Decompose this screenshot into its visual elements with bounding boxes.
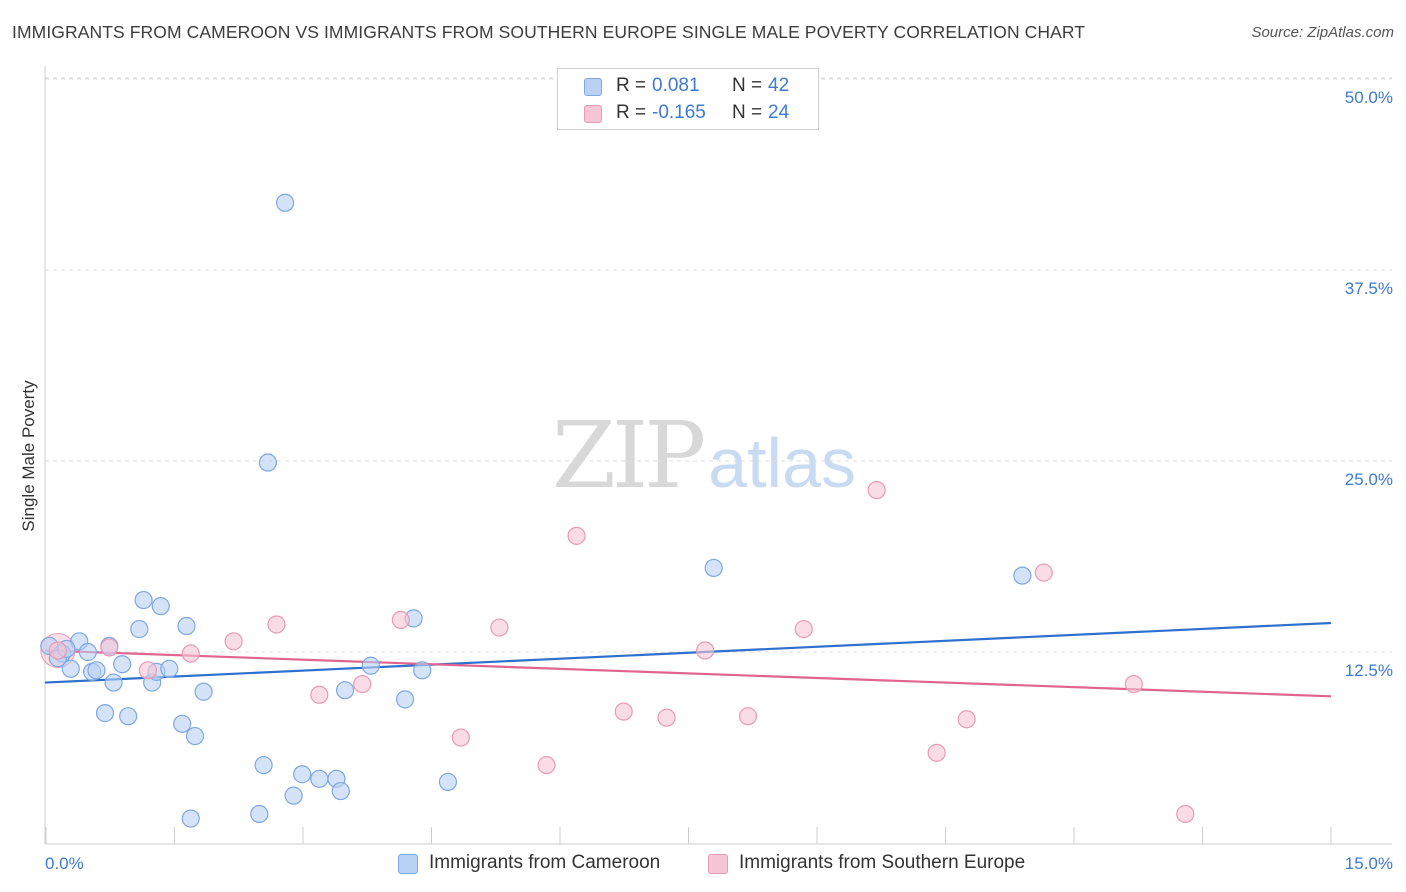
point-cameroon [194, 682, 213, 701]
point-cameroon [250, 804, 269, 824]
point-southern-europe [657, 708, 676, 727]
point-southern-europe [451, 728, 470, 747]
legend-swatch-blue [584, 78, 602, 96]
point-cameroon [254, 755, 273, 775]
point-cameroon [331, 781, 350, 801]
point-cameroon [181, 809, 200, 828]
bottom-legend-southern-europe: Immigrants from Southern Europe [708, 852, 1058, 878]
y-tick-label: 12.5% [1345, 661, 1393, 680]
point-cameroon [151, 597, 170, 616]
point-southern-europe [267, 615, 286, 634]
point-cameroon [130, 619, 149, 639]
point-southern-europe [567, 526, 586, 545]
point-cameroon [87, 661, 106, 680]
point-cameroon [95, 704, 115, 723]
point-southern-europe [1124, 674, 1143, 694]
point-southern-europe [696, 641, 715, 660]
source-credit: Source: ZipAtlas.com [1251, 24, 1394, 41]
point-cameroon [1013, 566, 1032, 585]
bottom-legend-label: Immigrants from Southern Europe [739, 852, 1026, 873]
point-cameroon [258, 453, 278, 472]
data-points [40, 193, 1195, 828]
legend-r-label: R = [616, 102, 647, 123]
legend-n-value: 42 [768, 75, 790, 96]
trend-line-southern-europe [44, 649, 1332, 698]
point-southern-europe [957, 710, 976, 729]
point-cameroon [704, 558, 723, 578]
point-cameroon [284, 786, 303, 805]
point-southern-europe [138, 661, 157, 680]
trend-line-cameroon [44, 621, 1332, 684]
bottom-legend-label: Immigrants from Cameroon [429, 852, 661, 873]
point-southern-europe [738, 707, 758, 726]
point-southern-europe [867, 480, 886, 500]
x-tick-label: 15.0% [1345, 854, 1393, 873]
point-cameroon [61, 659, 80, 678]
point-cameroon [113, 655, 132, 674]
legend-r-value: 0.081 [652, 75, 700, 96]
point-cameroon [185, 726, 205, 746]
point-cameroon [413, 661, 432, 680]
point-cameroon [361, 656, 380, 675]
legend-swatch-pink [584, 105, 602, 123]
bottom-legend-cameroon: Immigrants from Cameroon [398, 852, 688, 878]
point-cameroon [134, 590, 153, 610]
x-tick-label: 0.0% [45, 854, 84, 873]
point-cameroon [119, 707, 138, 726]
axes [44, 66, 1392, 845]
point-cameroon [177, 616, 196, 636]
legend-n-label: N = [732, 75, 763, 96]
point-southern-europe [794, 619, 813, 639]
y-axis-label: Single Male Poverty [19, 380, 38, 532]
point-southern-europe [927, 743, 946, 762]
tick-labels: 12.5% 25.0% 37.5% 50.0% 0.0% 15.0% [45, 88, 1393, 873]
trend-lines [44, 621, 1332, 698]
y-tick-label: 50.0% [1345, 88, 1393, 107]
bottom-legend-swatch-blue [398, 854, 418, 874]
point-southern-europe [537, 755, 556, 775]
point-southern-europe [48, 641, 67, 660]
point-southern-europe [181, 644, 200, 663]
point-cameroon [78, 642, 97, 662]
point-cameroon [293, 765, 312, 784]
point-cameroon [173, 714, 192, 733]
legend-n-label: N = [732, 102, 763, 123]
y-tick-label: 37.5% [1345, 279, 1393, 298]
point-cameroon [275, 193, 295, 212]
point-southern-europe [1034, 563, 1053, 582]
legend-r-value: -0.165 [652, 102, 706, 123]
point-southern-europe [100, 638, 119, 657]
point-cameroon [160, 659, 179, 678]
legend-r-label: R = [616, 75, 647, 96]
chart-title: IMMIGRANTS FROM CAMEROON VS IMMIGRANTS F… [12, 22, 1086, 42]
point-cameroon [104, 673, 123, 692]
point-southern-europe [224, 632, 243, 651]
correlation-legend: R = 0.081 N = 42 R = -0.165 N = 24 [557, 68, 819, 130]
point-southern-europe [490, 618, 509, 637]
point-cameroon [335, 681, 355, 700]
point-cameroon [395, 690, 415, 709]
point-southern-europe [614, 702, 633, 721]
bottom-legend-swatch-pink [708, 854, 728, 874]
point-southern-europe [391, 610, 410, 630]
point-southern-europe [1176, 804, 1195, 824]
legend-n-value: 24 [768, 102, 790, 123]
point-southern-europe [310, 685, 329, 704]
y-tick-label: 25.0% [1345, 470, 1393, 489]
point-cameroon [438, 772, 458, 791]
point-southern-europe [353, 674, 372, 694]
point-cameroon [310, 769, 329, 788]
